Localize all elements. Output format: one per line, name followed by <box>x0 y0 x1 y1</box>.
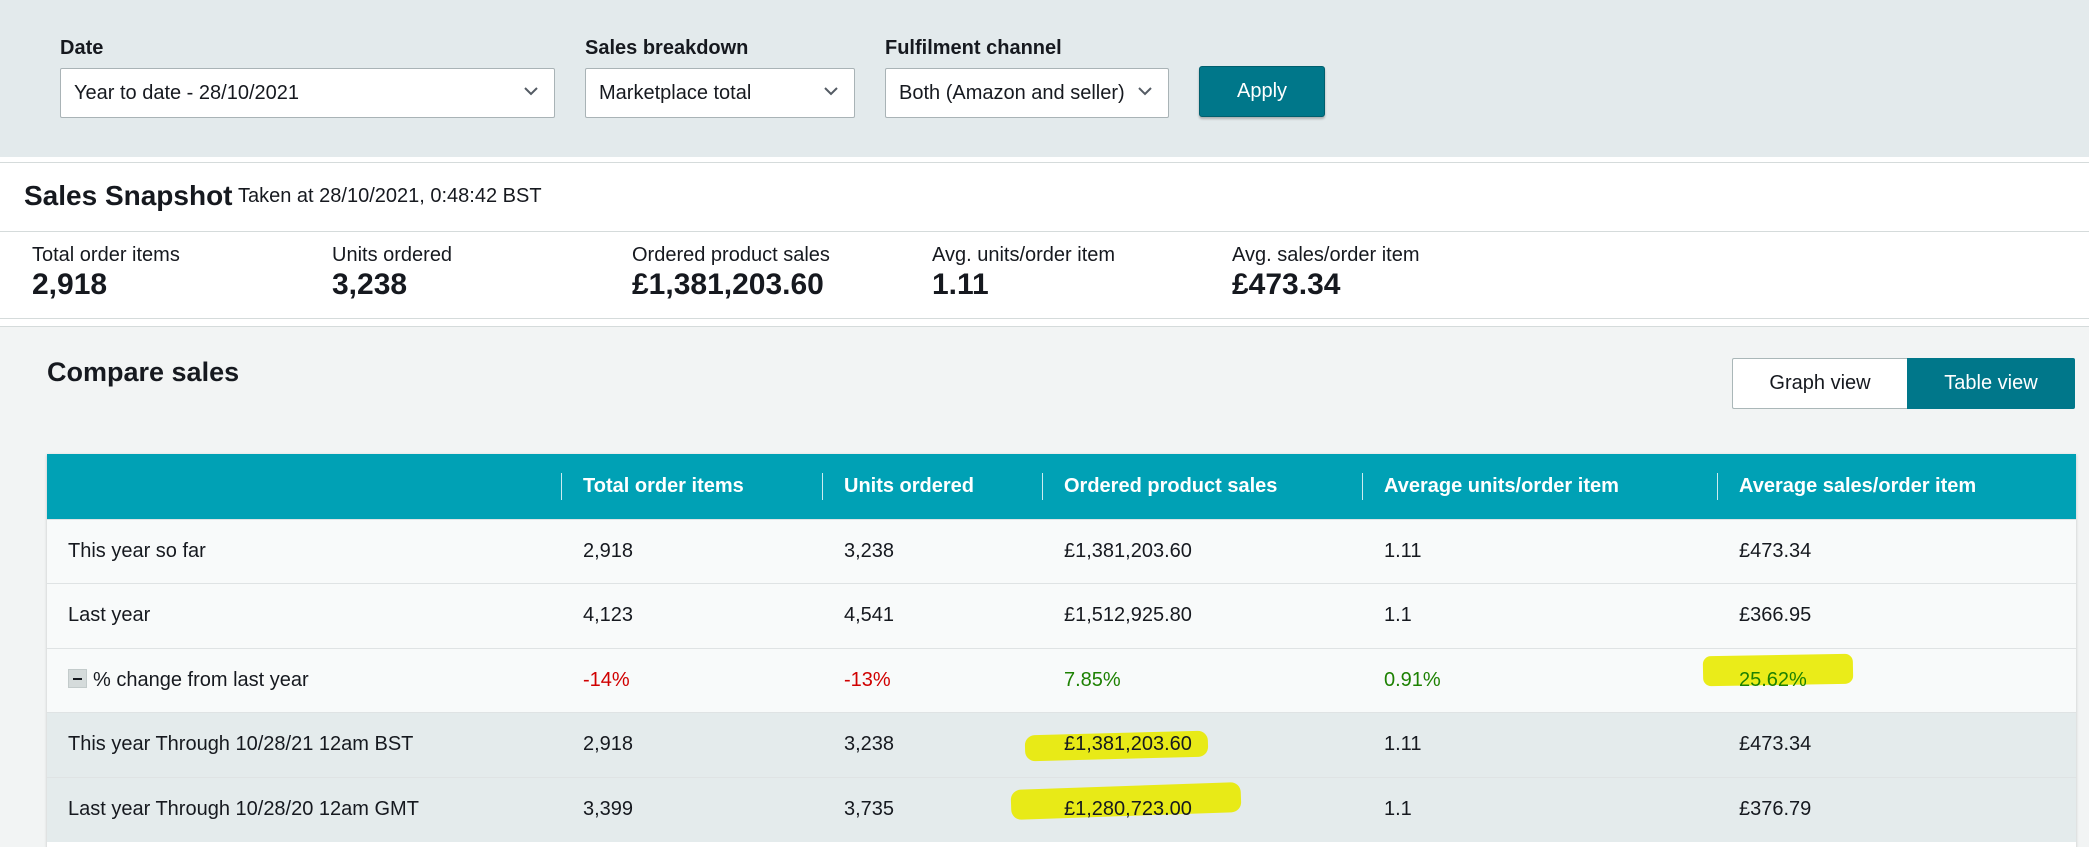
metric-value: £1,381,203.60 <box>632 268 824 301</box>
table-cell: £473.34 <box>1739 539 1812 562</box>
date-filter-label: Date <box>60 37 104 59</box>
fulfilment-channel-filter: Fulfilment channel Both (Amazon and sell… <box>885 36 1169 118</box>
row-label: Last year <box>68 604 151 627</box>
table-cell: 3,735 <box>844 798 895 820</box>
row-label: This year so far <box>68 539 206 562</box>
highlight-mark: £1,280,723.00 <box>1064 798 1192 821</box>
sales-snapshot: Sales Snapshot Taken at 28/10/2021, 0:48… <box>0 162 2089 319</box>
date-select[interactable]: Year to date - 28/10/2021 <box>60 68 555 118</box>
chevron-down-icon <box>1138 87 1152 96</box>
table-view-button[interactable]: Table view <box>1907 358 2075 409</box>
date-select-value: Year to date - 28/10/2021 <box>74 82 299 104</box>
table-row: Last year 4,123 4,541 £1,512,925.80 1.1 … <box>47 583 2076 648</box>
metric-label: Total order items <box>32 244 180 266</box>
highlighted-value: £1,381,203.60 <box>1064 733 1192 756</box>
table-cell: 4,123 <box>583 604 634 627</box>
table-cell: £376.79 <box>1739 798 1812 820</box>
table-row-percent-change: % change from last year -14% -13% 7.85% … <box>47 648 2076 713</box>
table-cell-positive: 7.85% <box>1064 668 1121 691</box>
column-header-average-units: Average units/order item <box>1362 454 1717 519</box>
compare-sales-table: Total order items Units ordered Ordered … <box>47 454 2076 847</box>
metric-label: Units ordered <box>332 244 453 266</box>
metric-total-order-items: Total order items 2,918 <box>32 243 180 303</box>
table-cell: 2,918 <box>583 733 634 756</box>
fulfilment-channel-value: Both (Amazon and seller) <box>899 82 1125 104</box>
metric-label: Ordered product sales <box>632 244 830 266</box>
chevron-down-icon <box>824 87 838 96</box>
apply-button[interactable]: Apply <box>1199 66 1325 117</box>
metric-ordered-product-sales: Ordered product sales £1,381,203.60 <box>632 243 830 303</box>
sales-breakdown-select[interactable]: Marketplace total <box>585 68 855 118</box>
table-cell: 3,238 <box>844 733 895 756</box>
table-cell: 1.11 <box>1384 539 1422 562</box>
column-header-units-ordered: Units ordered <box>822 454 1042 519</box>
metric-units-ordered: Units ordered 3,238 <box>332 243 452 303</box>
metric-label: Avg. units/order item <box>932 244 1116 266</box>
metric-avg-units-order-item: Avg. units/order item 1.11 <box>932 243 1115 303</box>
table-cell: 1.11 <box>1384 733 1422 756</box>
table-cell: 1.1 <box>1384 798 1412 820</box>
table-cell: £1,381,203.60 <box>1042 713 1362 778</box>
chevron-down-icon <box>524 87 538 96</box>
column-header <box>47 454 561 519</box>
table-cell: 1.1 <box>1384 604 1412 627</box>
metric-value: £473.34 <box>1232 268 1341 301</box>
highlighted-value: 25.62% <box>1739 668 1807 691</box>
highlight-mark: £1,381,203.60 <box>1064 733 1192 756</box>
table-cell: £1,280,723.00 <box>1042 777 1362 842</box>
snapshot-title: Sales Snapshot <box>24 180 233 211</box>
table-cell: 2,918 <box>583 539 634 562</box>
table-header-row: Total order items Units ordered Ordered … <box>47 454 2076 519</box>
table-row: This year so far 2,918 3,238 £1,381,203.… <box>47 519 2076 584</box>
highlight-mark: 25.62% <box>1739 669 1807 692</box>
table-cell: 3,238 <box>844 539 895 562</box>
column-header-average-sales: Average sales/order item <box>1717 454 2076 519</box>
filter-bar: Date Year to date - 28/10/2021 Sales bre… <box>0 0 2089 157</box>
snapshot-header: Sales Snapshot Taken at 28/10/2021, 0:48… <box>0 163 2089 232</box>
metric-value: 2,918 <box>32 268 108 301</box>
fulfilment-channel-select[interactable]: Both (Amazon and seller) <box>885 68 1169 118</box>
table-cell: 3,399 <box>583 798 634 820</box>
graph-view-button[interactable]: Graph view <box>1732 358 1907 409</box>
table-row: Last year Through 10/28/20 12am GMT 3,39… <box>47 777 2076 842</box>
row-label-text: % change from last year <box>93 668 309 691</box>
table-cell: £473.34 <box>1739 733 1812 756</box>
compare-sales-title: Compare sales <box>47 357 240 387</box>
metric-value: 3,238 <box>332 268 408 301</box>
table-cell-negative: -13% <box>844 668 891 691</box>
sales-breakdown-filter: Sales breakdown Marketplace total <box>585 36 855 118</box>
table-cell: £1,512,925.80 <box>1064 604 1192 627</box>
column-header-total-order-items: Total order items <box>561 454 822 519</box>
metric-value: 1.11 <box>932 268 989 301</box>
collapse-icon[interactable] <box>68 668 87 688</box>
table-cell: £1,381,203.60 <box>1064 539 1192 562</box>
table-cell-negative: -14% <box>583 668 630 691</box>
row-label: Last year Through 10/28/20 12am GMT <box>68 798 419 820</box>
table-cell: £366.95 <box>1739 604 1812 627</box>
row-label: % change from last year <box>47 648 561 713</box>
metric-avg-sales-order-item: Avg. sales/order item £473.34 <box>1232 243 1420 303</box>
date-filter: Date Year to date - 28/10/2021 <box>60 36 555 118</box>
snapshot-timestamp: Taken at 28/10/2021, 0:48:42 BST <box>238 185 542 207</box>
compare-sales-panel: Compare sales Graph view Table view Tota… <box>0 326 2089 847</box>
metric-label: Avg. sales/order item <box>1232 244 1420 266</box>
view-toggle: Graph view Table view <box>1732 358 2075 409</box>
row-label: This year Through 10/28/21 12am BST <box>68 733 414 756</box>
fulfilment-channel-label: Fulfilment channel <box>885 37 1062 59</box>
column-header-ordered-product-sales: Ordered product sales <box>1042 454 1362 519</box>
sales-breakdown-value: Marketplace total <box>599 82 752 104</box>
highlighted-value: £1,280,723.00 <box>1064 798 1192 820</box>
table-cell: 4,541 <box>844 604 895 627</box>
table-row: This year Through 10/28/21 12am BST 2,91… <box>47 712 2076 778</box>
table-cell-positive: 0.91% <box>1384 668 1441 691</box>
sales-breakdown-label: Sales breakdown <box>585 37 749 59</box>
table-cell-positive: 25.62% <box>1717 648 2076 713</box>
